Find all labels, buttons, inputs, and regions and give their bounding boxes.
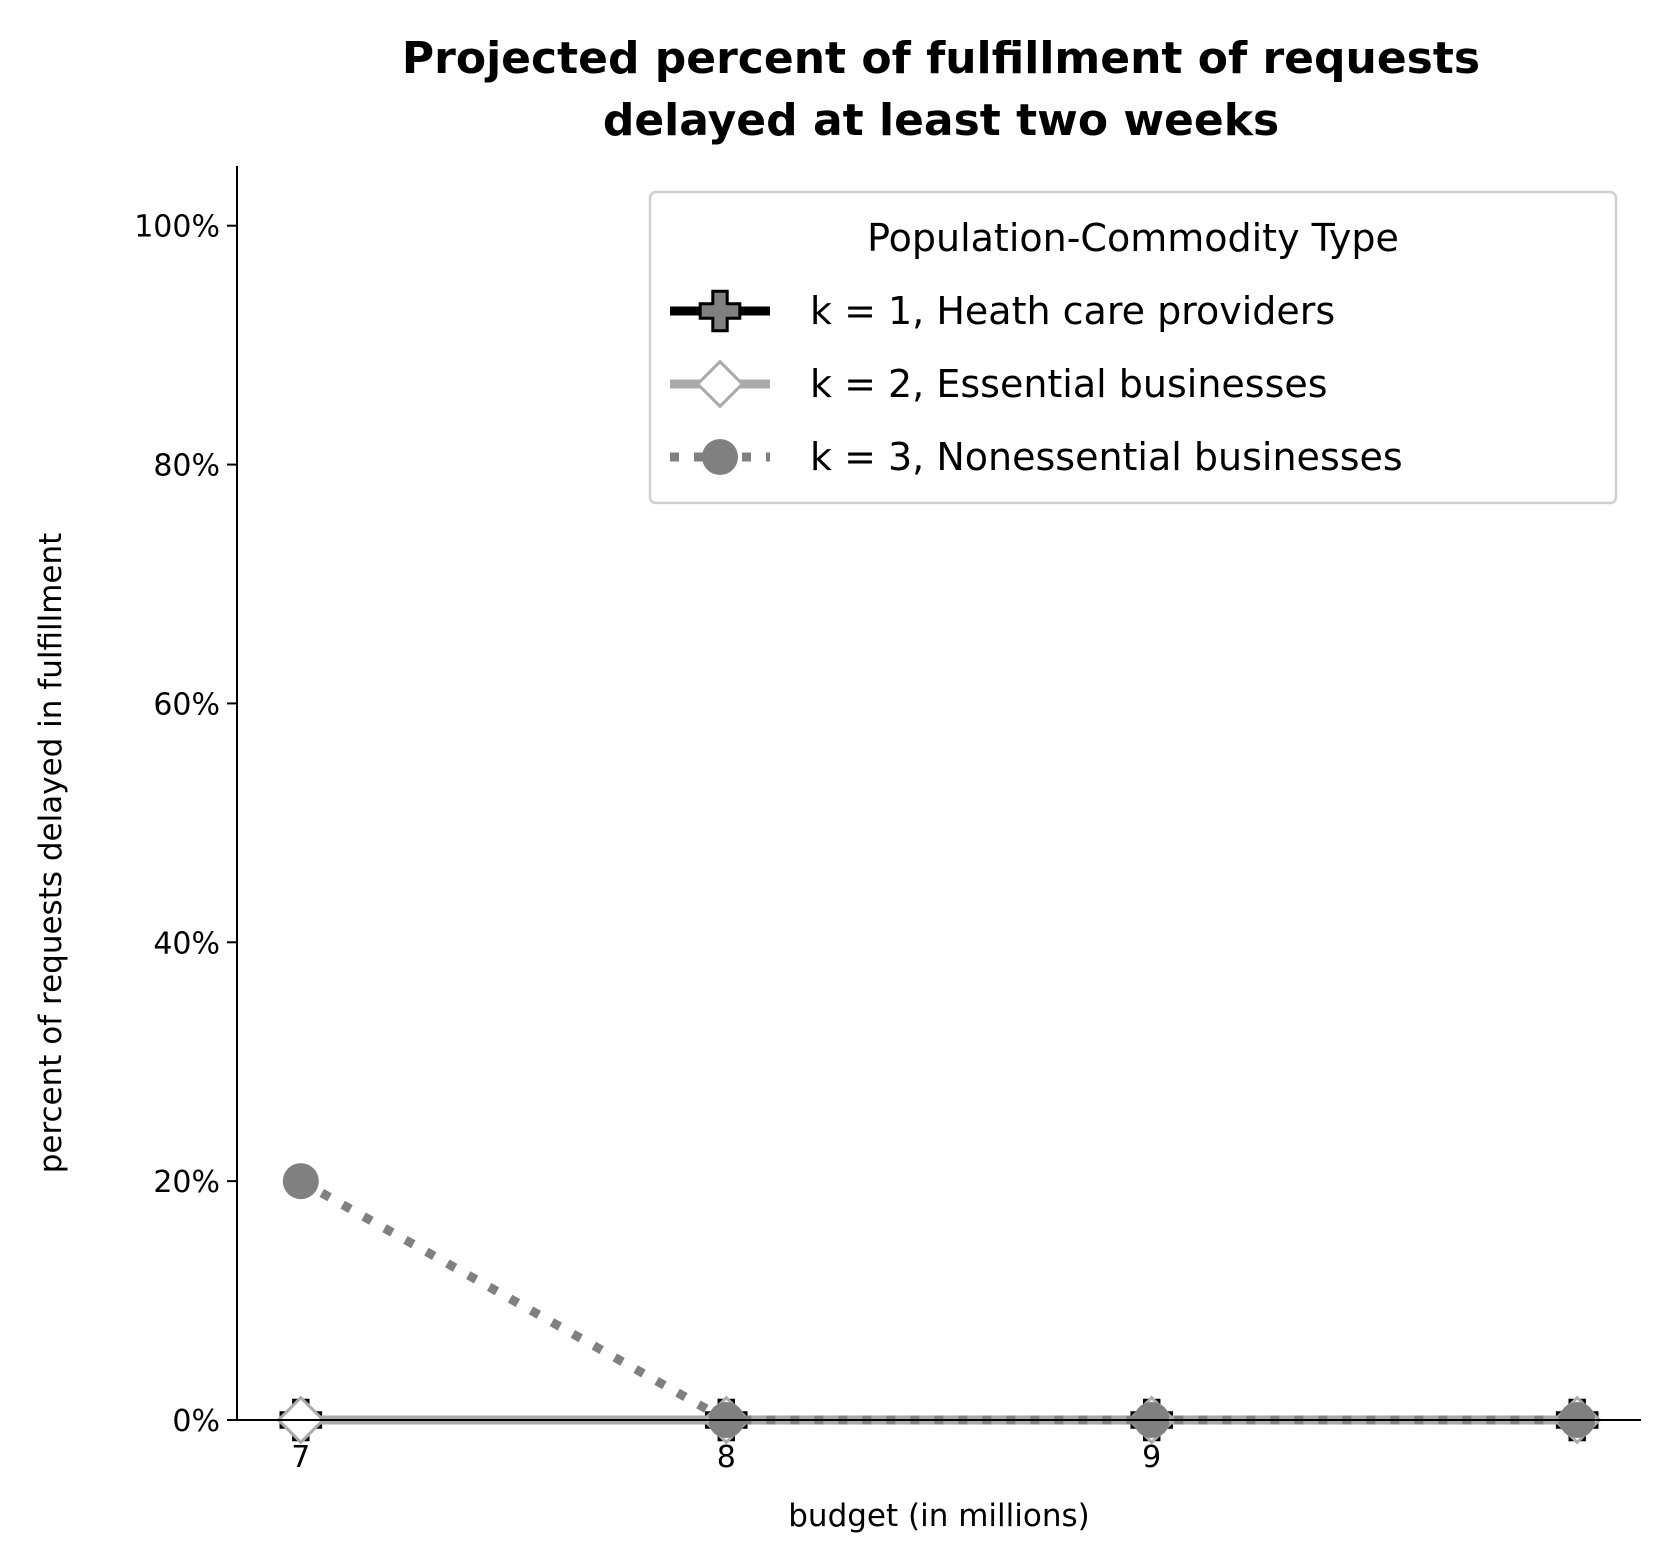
chart-title-line-2: delayed at least two weeks [603, 95, 1279, 146]
y-tick-label: 20% [153, 1165, 220, 1200]
x-axis-ticks: 7 8 9 [291, 1420, 1161, 1475]
legend-swatch-marker [698, 289, 742, 333]
chart-title-line-1: Projected percent of fulfillment of requ… [402, 33, 1480, 84]
chart-title: Projected percent of fulfillment of requ… [402, 33, 1480, 146]
legend-box [648, 190, 1618, 505]
y-tick-label: 40% [153, 926, 220, 961]
legend-entry: k = 3, Nonessential businesses [670, 435, 1403, 479]
legend-swatch-marker [702, 439, 738, 475]
x-axis-label: budget (in millions) [788, 1498, 1089, 1534]
y-tick-label: 100% [134, 210, 220, 245]
y-tick-label: 0% [172, 1404, 220, 1439]
y-axis-ticks: 0% 20% 40% 60% 80% 100% [134, 210, 237, 1439]
data-point [282, 1163, 319, 1200]
legend-swatch-marker [695, 359, 745, 409]
legend-entry: k = 2, Essential businesses [670, 359, 1328, 409]
series-3 [282, 1163, 1596, 1438]
plus-marker [698, 289, 742, 333]
legend-entry-label: k = 3, Nonessential businesses [810, 435, 1403, 479]
circle-marker [702, 439, 738, 475]
y-tick-label: 80% [153, 449, 220, 484]
legend-title: Population-Commodity Type [867, 216, 1399, 260]
legend-entry-label: k = 2, Essential businesses [810, 362, 1328, 406]
series-line [298, 1177, 1578, 1425]
legend-entries: k = 1, Heath care providers k = 2, Essent… [670, 289, 1403, 479]
x-tick-label: 8 [717, 1440, 736, 1475]
x-tick-label: 7 [291, 1440, 310, 1475]
legend: Population-Commodity Type k = 1, Heath c… [648, 190, 1618, 505]
series-layer [276, 1163, 1602, 1445]
y-axis-label: percent of requests delayed in fulfillme… [33, 533, 69, 1174]
legend-entry-label: k = 1, Heath care providers [810, 289, 1335, 333]
circle-marker [282, 1163, 319, 1200]
x-tick-label: 9 [1142, 1440, 1161, 1475]
diamond-marker [695, 359, 745, 409]
legend-entry: k = 1, Heath care providers [670, 289, 1335, 333]
y-tick-label: 60% [153, 687, 220, 722]
